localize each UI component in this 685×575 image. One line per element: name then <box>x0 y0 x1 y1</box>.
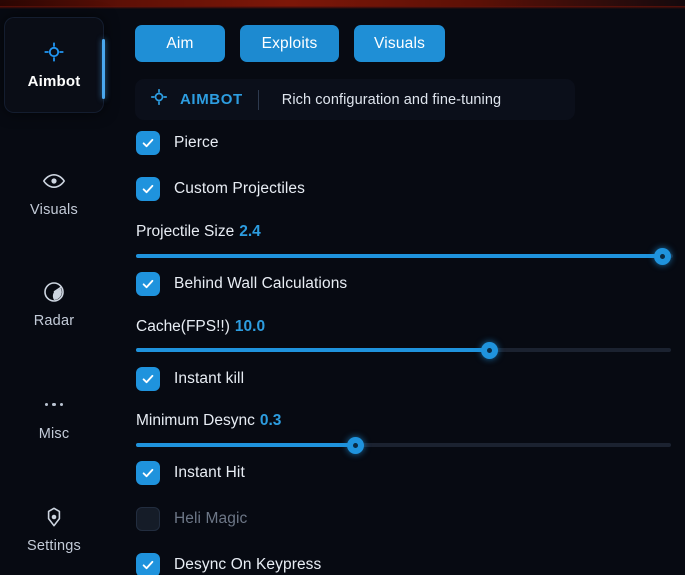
option-label: Instant kill <box>174 370 245 387</box>
option-label: Instant Hit <box>174 464 245 481</box>
sidebar: Aimbot Visuals Radar <box>0 9 108 575</box>
top-red-strip <box>0 0 685 9</box>
crosshair-icon <box>42 40 66 64</box>
crosshair-icon <box>149 87 169 112</box>
checkbox-heli-magic[interactable] <box>136 507 160 531</box>
option-row-pierce[interactable]: Pierce <box>108 131 685 155</box>
section-title: AIMBOT <box>180 91 243 108</box>
sidebar-item-label: Radar <box>33 312 75 329</box>
option-row-desync-on-keypress[interactable]: Desync On Keypress <box>108 553 685 575</box>
checkbox-instant-hit[interactable] <box>136 461 160 485</box>
tab-exploits[interactable]: Exploits <box>240 25 339 62</box>
slider-minimum-desync[interactable] <box>136 436 671 454</box>
checkbox-pierce[interactable] <box>136 131 160 155</box>
slider-projectile-size[interactable] <box>136 247 673 265</box>
sidebar-item-radar[interactable]: Radar <box>0 256 108 352</box>
sidebar-item-aimbot[interactable]: Aimbot <box>4 17 105 113</box>
sidebar-item-label: Visuals <box>30 201 78 218</box>
slider-name: Cache(FPS!!) <box>136 318 230 335</box>
sidebar-item-visuals[interactable]: Visuals <box>0 145 108 241</box>
tab-aim[interactable]: Aim <box>135 25 225 62</box>
option-label: Desync On Keypress <box>174 556 322 573</box>
slider-fill <box>136 443 356 447</box>
active-indicator-bar <box>102 39 105 99</box>
slider-thumb[interactable] <box>653 247 671 265</box>
gear-icon <box>42 505 66 529</box>
option-row-heli-magic[interactable]: Heli Magic <box>108 507 685 531</box>
slider-cache-fps[interactable] <box>136 341 671 359</box>
slider-label-projectile-size: Projectile Size 2.4 <box>136 223 261 241</box>
sidebar-item-settings[interactable]: Settings <box>0 481 108 575</box>
slider-fill <box>136 348 490 352</box>
header-divider <box>257 89 259 110</box>
slider-fill <box>136 254 663 258</box>
section-header-card: AIMBOT Rich configuration and fine-tunin… <box>135 79 575 120</box>
slider-name: Projectile Size <box>136 223 235 240</box>
slider-value: 2.4 <box>239 223 261 240</box>
slider-thumb[interactable] <box>346 436 364 454</box>
tab-visuals[interactable]: Visuals <box>354 25 446 62</box>
radar-icon <box>42 280 66 304</box>
checkbox-behind-wall[interactable] <box>136 272 160 296</box>
option-label: Heli Magic <box>174 510 248 527</box>
sidebar-item-misc[interactable]: Misc <box>0 369 108 465</box>
slider-label-minimum-desync: Minimum Desync 0.3 <box>136 412 281 430</box>
checkbox-instant-kill[interactable] <box>136 367 160 391</box>
sidebar-item-label: Misc <box>38 425 70 442</box>
option-row-behind-wall[interactable]: Behind Wall Calculations <box>108 272 685 296</box>
option-label: Pierce <box>174 134 219 151</box>
slider-name: Minimum Desync <box>136 412 255 429</box>
option-label: Custom Projectiles <box>174 180 306 197</box>
option-row-instant-hit[interactable]: Instant Hit <box>108 461 685 485</box>
eye-icon <box>42 169 66 193</box>
slider-thumb[interactable] <box>480 341 498 359</box>
sidebar-item-label: Settings <box>27 537 81 554</box>
checkbox-custom-projectiles[interactable] <box>136 177 160 201</box>
dots-icon <box>44 393 64 417</box>
main-panel: Aim Exploits Visuals AIMBOT Rich configu… <box>108 9 685 575</box>
tab-bar: Aim Exploits Visuals <box>135 25 446 62</box>
checkbox-desync-on-keypress[interactable] <box>136 553 160 575</box>
sidebar-item-label: Aimbot <box>27 73 81 90</box>
option-row-instant-kill[interactable]: Instant kill <box>108 367 685 391</box>
option-row-custom-projectiles[interactable]: Custom Projectiles <box>108 177 685 201</box>
slider-value: 0.3 <box>259 412 282 429</box>
slider-value: 10.0 <box>234 318 266 335</box>
section-subtitle: Rich configuration and fine-tuning <box>281 91 502 108</box>
option-label: Behind Wall Calculations <box>174 275 348 292</box>
slider-label-cache-fps: Cache(FPS!!) 10.0 <box>136 318 265 336</box>
